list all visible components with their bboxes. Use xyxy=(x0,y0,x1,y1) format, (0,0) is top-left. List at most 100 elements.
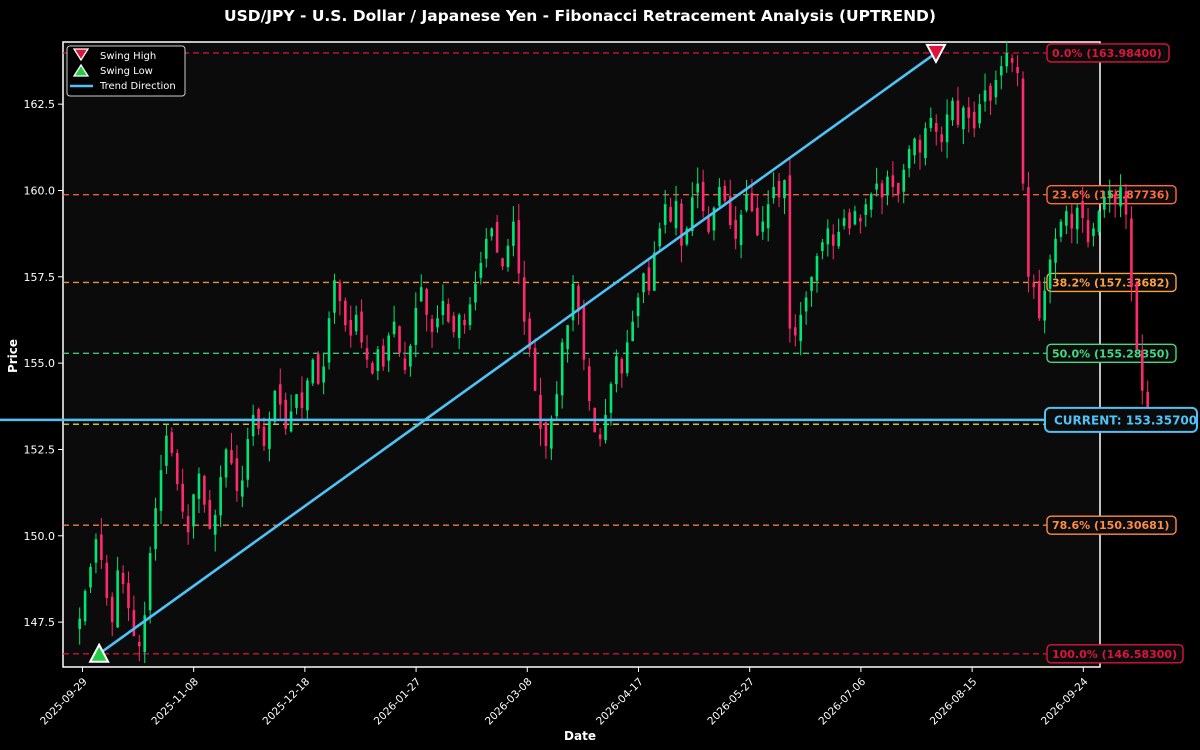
candle-body xyxy=(284,399,287,429)
fib-level-label: 50.0% (155.28350) xyxy=(1052,347,1169,360)
candle-body xyxy=(219,477,222,516)
candle-body xyxy=(1086,220,1090,243)
candle-body xyxy=(582,305,586,360)
y-tick-label: 150.0 xyxy=(24,530,56,543)
candle-body xyxy=(528,318,531,350)
candle-body xyxy=(517,220,521,274)
candle-body xyxy=(761,221,765,232)
candle-body xyxy=(571,283,575,321)
candle-body xyxy=(1097,211,1101,232)
candle-body xyxy=(1021,78,1025,184)
current-price-box xyxy=(1044,406,1198,433)
candle-body xyxy=(902,169,906,192)
candle-body xyxy=(506,245,510,268)
candle-body xyxy=(864,204,868,215)
candle-body xyxy=(566,325,569,350)
candle-body xyxy=(945,114,949,143)
candle-body xyxy=(1032,282,1036,288)
current-price-label: CURRENT: 153.35700 xyxy=(1054,413,1197,427)
candle-body xyxy=(956,100,960,125)
candle-body xyxy=(192,494,195,527)
legend-trend-label: Trend Direction xyxy=(99,81,176,92)
candle-body xyxy=(663,204,667,225)
candle-body xyxy=(587,366,591,402)
candle-body xyxy=(918,139,922,153)
candle-body xyxy=(1140,350,1144,391)
candle-body xyxy=(522,277,526,322)
candle-body xyxy=(1146,391,1149,412)
candle-body xyxy=(1065,211,1068,226)
candle-body xyxy=(848,212,851,229)
candle-body xyxy=(550,418,553,449)
y-axis-label: Price xyxy=(6,339,20,373)
candle-body xyxy=(474,283,477,303)
candle-body xyxy=(501,258,504,267)
y-tick-label: 147.5 xyxy=(24,616,56,629)
candle-body xyxy=(1070,213,1074,229)
candle-body xyxy=(148,553,152,611)
candle-body xyxy=(484,238,488,259)
candle-body xyxy=(1016,66,1019,74)
candle-body xyxy=(273,390,277,422)
candle-body xyxy=(631,321,634,342)
candle-body xyxy=(381,345,385,367)
candle-body xyxy=(978,104,981,124)
candle-body xyxy=(354,314,358,332)
candle-body xyxy=(300,392,304,409)
fib-level-box xyxy=(1046,43,1170,63)
candle-body xyxy=(1010,58,1014,63)
candle-body xyxy=(1048,259,1052,289)
trend-direction-line xyxy=(98,51,937,655)
candle-body xyxy=(365,348,369,360)
candle-body xyxy=(750,192,754,212)
candle-body xyxy=(788,175,792,329)
candle-body xyxy=(419,287,423,302)
candle-body xyxy=(316,354,320,384)
candle-body xyxy=(186,516,190,533)
candle-body xyxy=(392,321,396,335)
candle-body xyxy=(620,359,624,374)
candle-body xyxy=(880,183,884,198)
candle-body xyxy=(170,432,174,453)
candle-body xyxy=(289,411,293,432)
fib-level-label: 38.2% (157.33682) xyxy=(1052,276,1169,289)
candle-body xyxy=(165,435,168,466)
candle-body xyxy=(555,394,559,417)
candle-body xyxy=(490,228,494,237)
candle-body xyxy=(181,483,184,512)
candle-body xyxy=(707,217,710,232)
candle-body xyxy=(306,380,309,411)
candle-body xyxy=(230,450,233,464)
candle-body xyxy=(447,303,450,322)
candle-body xyxy=(783,180,786,199)
candle-body xyxy=(436,318,439,328)
candle-body xyxy=(1054,238,1057,263)
candle-body xyxy=(1092,228,1095,236)
candle-body xyxy=(712,207,716,231)
candle-body xyxy=(213,515,217,535)
candle-body xyxy=(203,475,206,505)
candle-body xyxy=(642,273,645,293)
candle-body xyxy=(441,300,445,316)
candle-body xyxy=(815,256,819,281)
candle-body xyxy=(940,134,943,143)
swing-low-marker xyxy=(88,642,110,663)
fibonacci-levels: 0.0% (163.98400)23.6% (159.87736)38.2% (… xyxy=(63,43,1184,664)
fib-level-label: 78.6% (150.30681) xyxy=(1052,519,1169,532)
candle-body xyxy=(1081,201,1084,219)
candle-body xyxy=(468,304,472,326)
candle-body xyxy=(772,187,775,199)
x-axis-label: Date xyxy=(564,729,596,743)
candle-body xyxy=(403,358,407,371)
candle-body xyxy=(479,262,483,278)
fib-level-label: 0.0% (163.98400) xyxy=(1052,47,1162,60)
candle-body xyxy=(333,280,336,313)
candle-body xyxy=(94,539,98,563)
candle-body xyxy=(295,394,298,408)
swing-markers xyxy=(88,43,947,663)
candle-body xyxy=(1103,197,1106,210)
candle-body xyxy=(360,311,363,343)
candle-body xyxy=(859,217,862,222)
candle-body xyxy=(154,508,157,550)
